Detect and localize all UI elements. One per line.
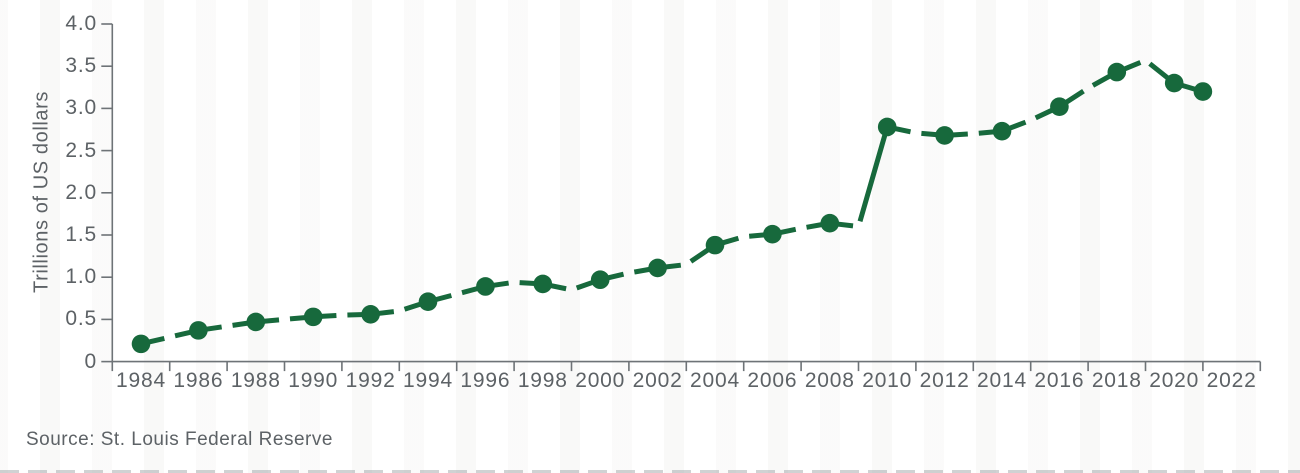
data-line-segment bbox=[341, 311, 371, 318]
x-axis-tick-label: 2022 bbox=[1206, 369, 1257, 392]
x-axis-tick-label: 2018 bbox=[1091, 369, 1142, 392]
y-axis-tick-label: 1.5 bbox=[65, 223, 97, 246]
data-point bbox=[189, 321, 208, 340]
data-line-segment bbox=[1029, 104, 1061, 123]
x-axis-tick-label: 1996 bbox=[460, 369, 511, 392]
data-line-segment bbox=[485, 279, 515, 289]
data-line-segment bbox=[944, 131, 974, 138]
data-point bbox=[935, 126, 954, 145]
x-axis-tick-label: 2004 bbox=[690, 369, 740, 392]
data-point bbox=[131, 334, 151, 354]
y-axis-tick-label: 3.5 bbox=[65, 54, 97, 78]
data-point bbox=[820, 213, 840, 233]
x-axis-tick-label: 1988 bbox=[230, 369, 281, 392]
data-line-segment bbox=[140, 334, 171, 347]
data-line-segment bbox=[973, 128, 1003, 137]
data-point bbox=[533, 274, 553, 294]
data-point bbox=[1193, 82, 1213, 101]
data-point bbox=[246, 312, 266, 332]
x-axis-tick-label: 1986 bbox=[173, 369, 224, 392]
data-line-segment bbox=[1173, 80, 1204, 94]
data-line-segment bbox=[198, 323, 228, 333]
y-axis-tick-label: 3.0 bbox=[65, 96, 97, 120]
data-point bbox=[590, 270, 610, 290]
data-line-segment bbox=[771, 225, 802, 237]
x-axis-tick-label: 2006 bbox=[747, 369, 798, 392]
data-point bbox=[877, 117, 897, 137]
data-line-segment bbox=[370, 308, 400, 317]
y-axis-tick-label: 4.0 bbox=[65, 12, 97, 35]
x-axis-tick-label: 2016 bbox=[1034, 369, 1085, 392]
data-line-segment bbox=[169, 327, 199, 340]
x-axis-tick-label: 2010 bbox=[862, 369, 913, 392]
y-axis-tick-label: 1.0 bbox=[65, 265, 97, 289]
y-axis-tick-label: 2.5 bbox=[65, 138, 97, 162]
x-axis-tick-label: 1990 bbox=[288, 369, 339, 392]
data-line-segment bbox=[599, 270, 630, 283]
y-axis-tick-label: 0 bbox=[84, 349, 97, 373]
data-point bbox=[476, 277, 495, 296]
x-axis-tick-label: 2002 bbox=[632, 369, 683, 392]
data-line-segment bbox=[829, 220, 859, 230]
data-point bbox=[361, 305, 380, 324]
data-line-segment bbox=[743, 231, 773, 240]
x-axis-tick-label: 2008 bbox=[804, 369, 855, 392]
line-chart bbox=[101, 23, 1262, 372]
x-axis-tick-label: 1992 bbox=[345, 369, 396, 392]
x-axis-tick-label: 2012 bbox=[919, 369, 970, 392]
data-line-segment bbox=[915, 130, 945, 138]
source-note: Source: St. Louis Federal Reserve bbox=[26, 429, 333, 450]
data-line-segment bbox=[513, 279, 543, 287]
data-line-segment bbox=[657, 262, 687, 271]
data-point bbox=[418, 292, 438, 311]
data-point bbox=[992, 121, 1012, 141]
x-axis-tick-label: 1984 bbox=[116, 369, 166, 392]
data-line-segment bbox=[800, 220, 831, 231]
x-axis-tick-label: 2014 bbox=[977, 369, 1027, 392]
data-line-segment bbox=[628, 265, 659, 276]
x-axis-tick-label: 2000 bbox=[575, 369, 626, 392]
data-point bbox=[1164, 73, 1184, 93]
data-point bbox=[705, 235, 725, 255]
data-line-segment bbox=[255, 316, 285, 325]
data-point bbox=[763, 224, 782, 244]
data-line-segment bbox=[570, 277, 602, 293]
data-line-segment bbox=[313, 312, 343, 320]
data-point bbox=[1050, 97, 1069, 117]
data-line-segment bbox=[398, 299, 429, 314]
x-axis-tick-label: 1994 bbox=[403, 369, 453, 392]
data-point bbox=[648, 258, 667, 278]
data-line-segment bbox=[456, 284, 487, 297]
data-line-segment bbox=[427, 291, 458, 305]
y-axis-tick-label: 2.0 bbox=[65, 180, 97, 204]
bottom-dashed-divider bbox=[0, 470, 1300, 473]
data-line-segment bbox=[1086, 69, 1119, 91]
data-line-segment bbox=[856, 126, 890, 228]
data-line-segment bbox=[714, 234, 745, 248]
data-line-segment bbox=[1115, 57, 1147, 75]
data-line-segment bbox=[542, 281, 573, 293]
data-line-segment bbox=[284, 314, 314, 322]
data-line-segment bbox=[886, 124, 917, 136]
y-axis-tick-label: 0.5 bbox=[65, 307, 97, 331]
x-axis-tick-label: 2020 bbox=[1149, 369, 1200, 392]
data-point bbox=[1107, 62, 1127, 82]
data-line-segment bbox=[226, 319, 257, 329]
data-line-segment bbox=[1001, 117, 1032, 134]
x-axis-tick-label: 1998 bbox=[517, 369, 568, 392]
data-point bbox=[303, 307, 323, 327]
